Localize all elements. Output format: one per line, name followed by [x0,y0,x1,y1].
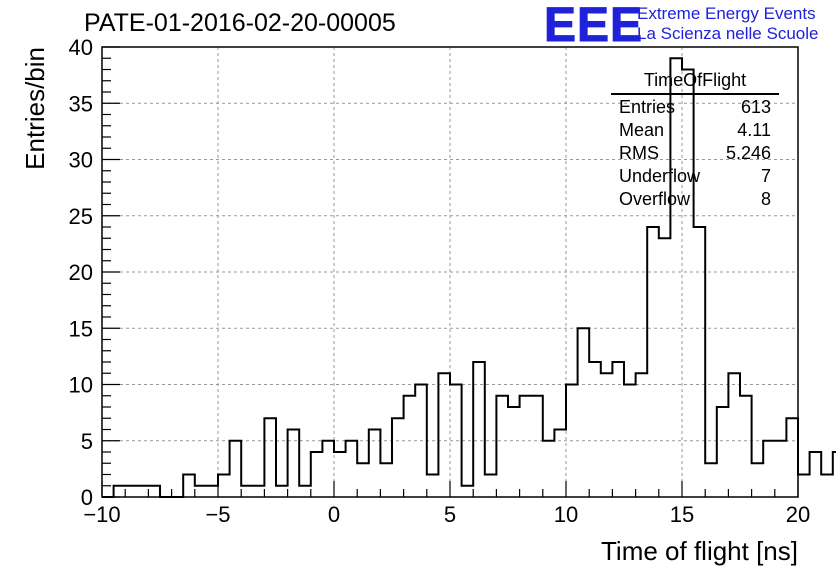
stat-label: RMS [619,143,659,163]
y-tick-label: 0 [81,485,93,510]
stat-row-mean: Mean 4.11 [611,119,779,142]
x-tick-label: 10 [554,502,578,527]
x-tick-label: −10 [83,502,120,527]
y-tick-label: 5 [81,429,93,454]
logo-line-1: Extreme Energy Events [637,4,816,23]
y-tick-label: 10 [69,373,93,398]
x-tick-label: 0 [328,502,340,527]
histogram-line [102,57,836,498]
run-title: PATE-01-2016-02-20-00005 [84,9,396,37]
x-tick-label: 5 [444,502,456,527]
y-axis-title: Entries/bin [20,47,50,170]
x-axis-title: Time of flight [ns] [601,536,798,566]
y-tick-label: 15 [69,316,93,341]
stat-value: 8 [760,189,771,209]
tick-labels: −10 −5 0 5 10 15 20 0 5 10 15 20 25 30 35 40 [69,35,811,527]
stat-value: 613 [740,97,771,117]
x-tick-label: 20 [786,502,810,527]
stat-row-entries: Entries 613 [611,96,779,119]
stat-label: Entries [619,97,676,117]
y-tick-label: 40 [69,35,93,60]
stat-value: 4.11 [737,120,771,140]
y-tick-label: 35 [69,91,93,116]
stat-row-underflow: Underflow 7 [611,165,779,188]
stat-label: Underflow [619,166,701,186]
y-tick-label: 30 [69,148,93,173]
axis-ticks [101,46,799,498]
y-tick-label: 25 [69,204,93,229]
stat-row-overflow: Overflow 8 [611,188,779,211]
stat-value: 5.246 [725,143,771,163]
stat-row-rms: RMS 5.246 [611,142,779,165]
y-tick-label: 20 [69,260,93,285]
eee-logo: EEE [543,0,644,53]
x-tick-label: 15 [670,502,694,527]
logo-line-2: La Scienza nelle Scuole [637,24,819,43]
x-tick-label: −5 [205,502,230,527]
stats-title: TimeOfFlight [611,70,779,95]
stat-label: Mean [619,120,665,140]
stat-value: 7 [760,166,771,186]
stat-label: Overflow [619,189,691,209]
stats-box: TimeOfFlight Entries 613 Mean 4.11 RMS 5.24… [611,70,779,211]
